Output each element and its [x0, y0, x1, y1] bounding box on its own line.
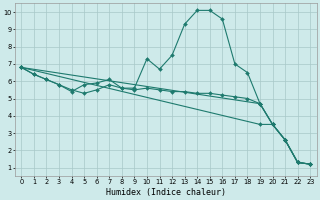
X-axis label: Humidex (Indice chaleur): Humidex (Indice chaleur): [106, 188, 226, 197]
